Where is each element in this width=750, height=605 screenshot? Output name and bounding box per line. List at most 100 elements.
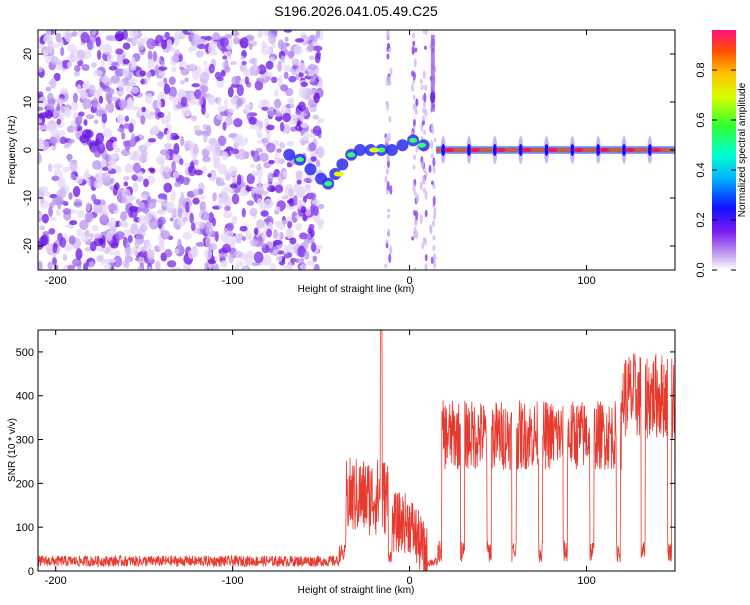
spectrogram-noise-blob (190, 222, 196, 231)
spectrogram-noise-blob (222, 55, 228, 60)
spectrogram-noise-blob (216, 76, 224, 82)
colorbar-tick-label: 0.8 (695, 62, 707, 77)
spectrogram-streak (423, 129, 427, 135)
spectrogram-noise-blob (265, 132, 271, 142)
spectrogram-noise-blob (304, 106, 309, 115)
spectrogram-noise-blob (54, 195, 64, 205)
spectrogram-noise-blob (75, 248, 83, 261)
spectrogram-noise-blob (50, 55, 59, 66)
spectrogram-noise-blob (253, 251, 264, 264)
spectrogram-noise-blob (194, 169, 203, 176)
spectrogram-noise-blob (56, 97, 65, 105)
spectrogram-noise-blob (55, 32, 62, 43)
spectrogram-noise-blob (192, 188, 200, 197)
spectrogram-streak (387, 42, 391, 48)
spectrogram-noise-blob (295, 258, 300, 264)
spectrogram-noise-blob (157, 66, 168, 71)
spectrogram-noise-blob (145, 71, 152, 78)
spectrogram-streak (389, 67, 393, 77)
spectrogram-noise-blob (180, 191, 185, 204)
spectrogram-noise-blob (230, 61, 237, 66)
spectrogram-noise-blob (85, 114, 95, 120)
spectrogram-noise-blob (98, 95, 104, 104)
spectrogram-noise-blob (38, 106, 44, 111)
spectrogram-noise-blob (68, 138, 75, 144)
spectrogram-noise-blob (259, 63, 265, 72)
spectrogram-noise-blob (73, 65, 81, 72)
spectrogram-noise-blob (38, 124, 45, 131)
spectrogram-noise-blob (246, 173, 255, 185)
spectrogram-noise-blob (115, 48, 124, 55)
spectrogram-streak (415, 98, 419, 107)
spectrogram-noise-blob (171, 160, 176, 173)
spectrogram-noise-blob (258, 30, 264, 37)
spectrogram-noise-blob (58, 186, 67, 199)
spectrogram-noise-blob (73, 71, 80, 77)
spectrogram-y-tick-label: 0 (22, 147, 34, 153)
spectrogram-noise-blob (293, 44, 303, 56)
spectrogram-noise-blob (101, 77, 110, 84)
spectrogram-noise-blob (312, 45, 323, 52)
spectrogram-streak (432, 244, 436, 252)
spectrogram-noise-blob (230, 30, 240, 37)
spectrogram-noise-blob (207, 173, 212, 178)
spectrogram-noise-blob (277, 75, 283, 88)
spectrogram-noise-blob (317, 220, 324, 230)
spectrogram-noise-blob (274, 220, 282, 227)
spectrogram-burst (596, 144, 601, 156)
spectrogram-noise-blob (266, 124, 275, 131)
spectrogram-noise-blob (48, 216, 57, 222)
spectrogram-noise-blob (315, 30, 321, 39)
spectrogram-noise-blob (249, 207, 258, 217)
spectrogram-noise-blob (59, 88, 69, 95)
spectrogram-noise-blob (156, 198, 166, 204)
spectrogram-noise-blob (314, 52, 321, 64)
spectrogram-noise-blob (114, 30, 125, 42)
spectrogram-noise-blob (257, 177, 262, 187)
spectrogram-streak (421, 175, 425, 184)
spectrogram-noise-blob (170, 46, 175, 52)
spectrogram-noise-blob (279, 141, 285, 149)
spectrogram-noise-blob (303, 239, 309, 250)
spectrogram-streak (423, 45, 427, 50)
spectrogram-noise-blob (217, 115, 224, 120)
spectrogram-noise-blob (95, 132, 105, 144)
spectrogram-noise-blob (114, 231, 125, 240)
spectrogram-noise-blob (60, 46, 65, 57)
spectrogram-noise-blob (270, 76, 278, 84)
spectrogram-noise-blob (49, 77, 57, 89)
spectrogram-noise-blob (68, 235, 76, 245)
spectrogram-noise-blob (307, 192, 317, 200)
spectrogram-streak (421, 242, 425, 250)
spectrogram-burst (441, 144, 446, 156)
spectrogram-noise-blob (239, 225, 248, 232)
spectrogram-noise-blob (110, 75, 121, 84)
spectrogram-noise-blob (116, 128, 125, 133)
spectrogram-noise-blob (182, 231, 192, 240)
spectrogram-noise-blob (84, 229, 91, 238)
spectrogram-noise-blob (218, 197, 223, 210)
spectrogram-noise-blob (203, 60, 208, 67)
spectrogram-noise-blob (160, 230, 171, 240)
spectrogram-noise-blob (52, 257, 57, 266)
spectrogram-noise-blob (312, 114, 320, 120)
spectrogram-streak (387, 76, 391, 87)
spectrogram-noise-blob (310, 156, 317, 162)
spectrogram-noise-blob (233, 250, 243, 258)
spectrogram-noise-blob (141, 194, 148, 201)
spectrogram-noise-blob (164, 143, 172, 149)
spectrogram-noise-blob (282, 112, 291, 123)
spectrogram-streak (411, 32, 415, 39)
colorbar: 0.0 0.2 0.4 0.6 0.8 Normalized spectral ampl… (695, 30, 748, 278)
spectrogram-noise-blob (53, 72, 61, 82)
spectrogram-noise-blob (109, 250, 114, 256)
spectrogram-noise-blob (195, 242, 206, 247)
spectrogram-noise-blob (126, 37, 133, 42)
spectrogram-streak (421, 120, 425, 126)
spectrogram-noise-blob (219, 111, 228, 117)
spectrogram-chirp-blob (396, 139, 409, 152)
spectrogram-noise-blob (231, 76, 240, 85)
snr-y-tick-label: 400 (16, 391, 34, 403)
spectrogram-noise-blob (166, 111, 172, 123)
